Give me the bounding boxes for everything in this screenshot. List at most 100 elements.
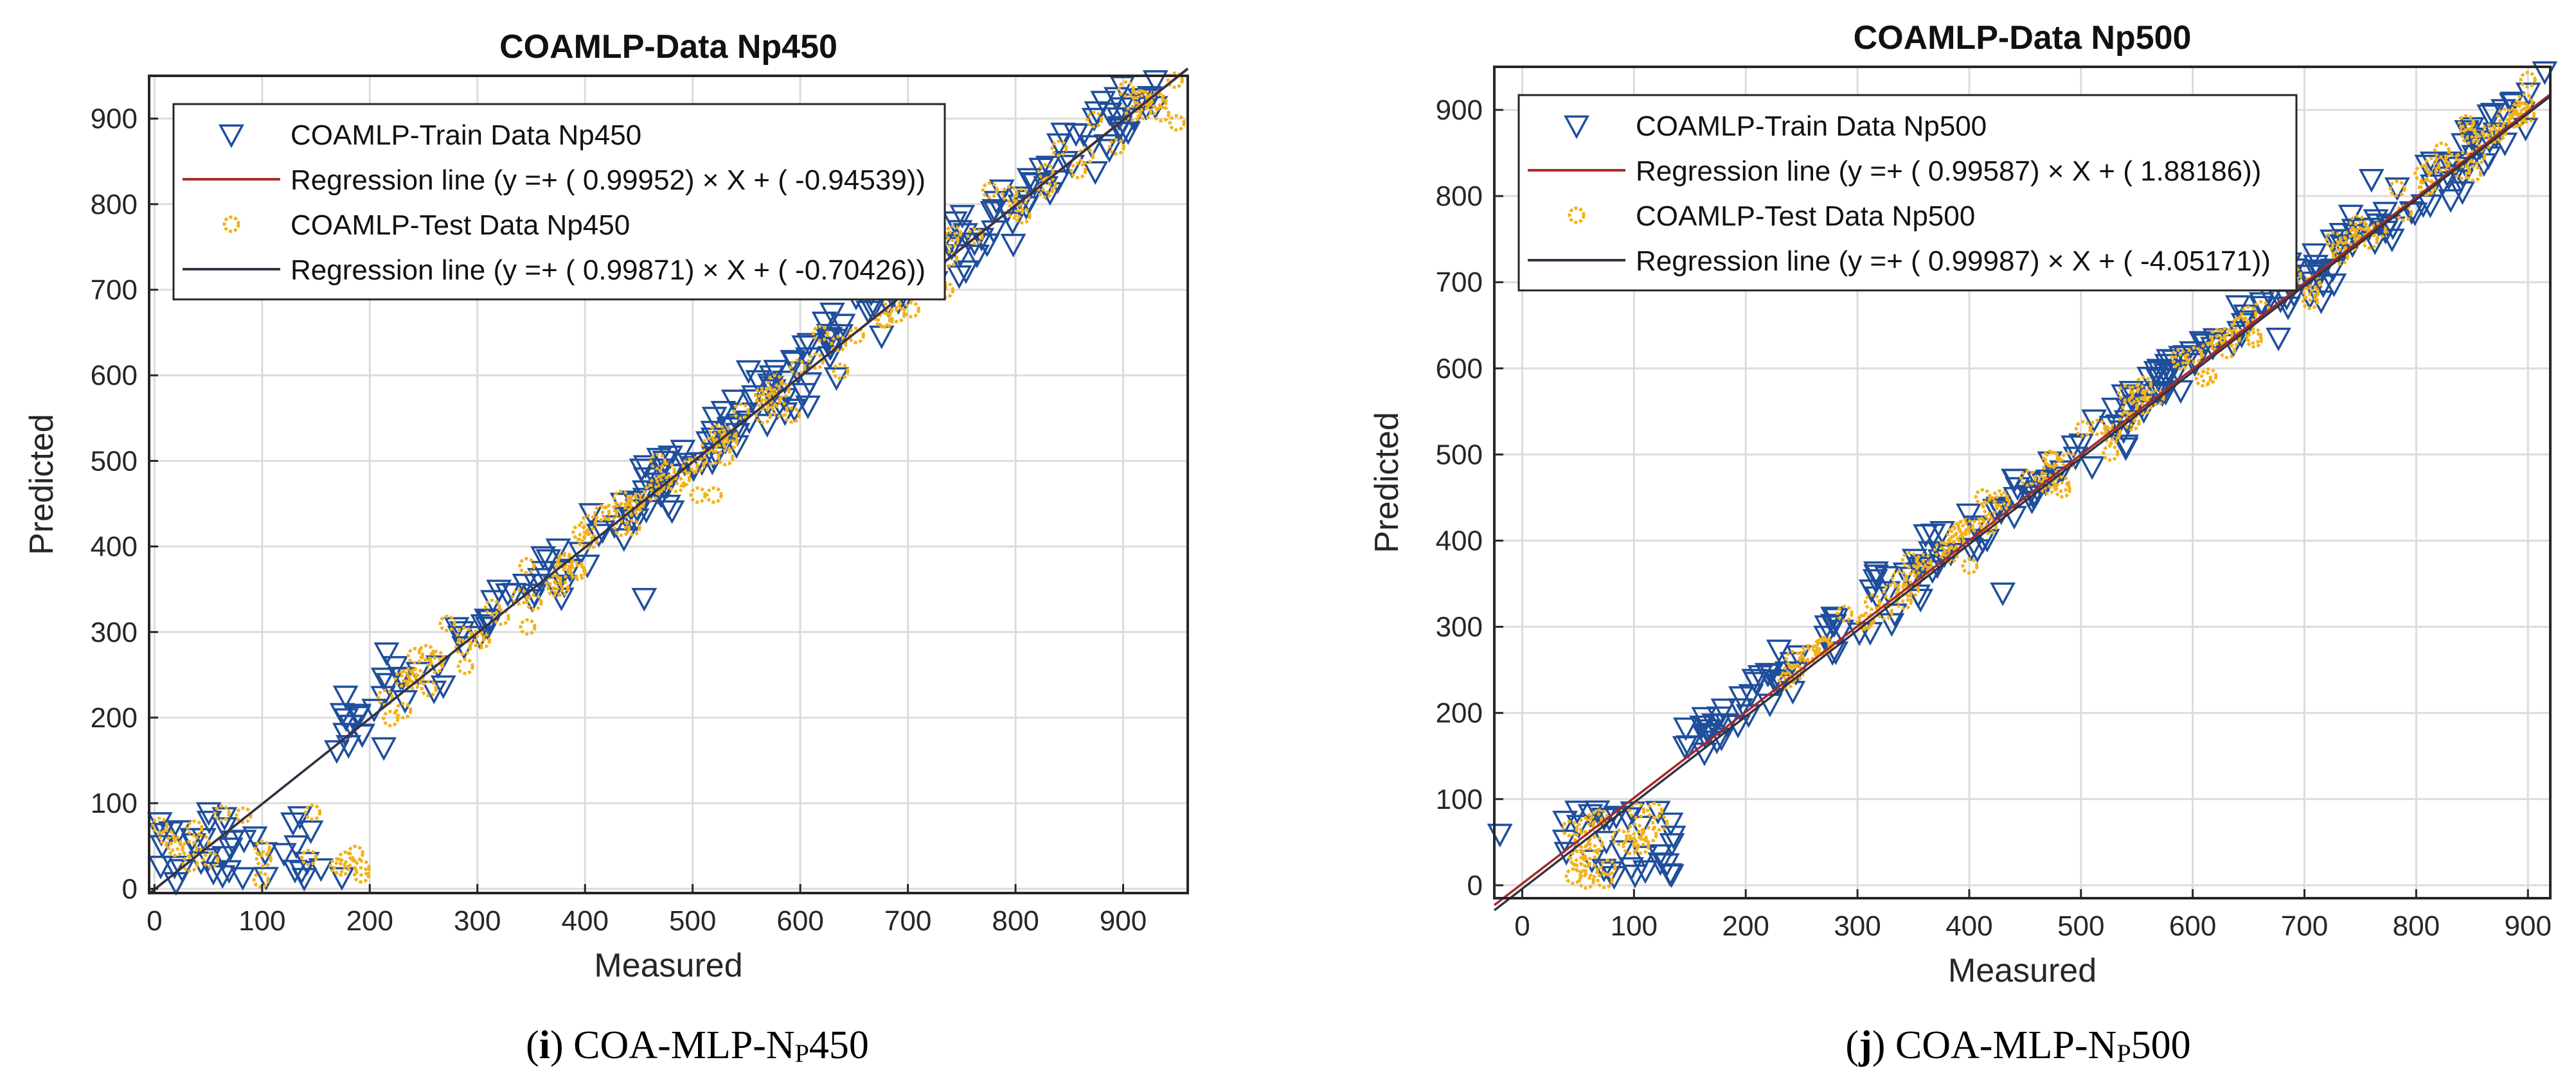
test-point xyxy=(1168,114,1186,132)
train-point xyxy=(1071,123,1096,147)
legend: COAMLP-Train Data Np500 Regression line (… xyxy=(1517,94,2298,292)
chart-title: COAMLP-Data Np500 xyxy=(1854,19,2192,57)
train-point xyxy=(242,826,268,851)
test-point xyxy=(2245,331,2263,349)
test-point xyxy=(1640,826,1658,844)
train-point xyxy=(796,333,822,357)
train-point xyxy=(811,312,837,335)
legend-entry: Regression line (y =+ ( 0.99952) × X + (… xyxy=(291,164,926,196)
train-point xyxy=(289,861,315,885)
train-point xyxy=(2308,290,2334,314)
train-point xyxy=(2079,456,2106,481)
x-axis-label: Measured xyxy=(594,947,742,984)
train-point xyxy=(2449,181,2476,205)
y-axis-label: Predicted xyxy=(1368,412,1406,553)
train-point xyxy=(1657,863,1683,887)
test-point xyxy=(1564,867,1582,885)
train-point xyxy=(1864,586,1890,610)
train-point xyxy=(201,862,226,886)
train-point xyxy=(512,574,538,598)
train-point xyxy=(217,837,244,862)
train-point xyxy=(632,467,659,491)
test-point xyxy=(1961,557,1979,575)
test-point xyxy=(304,803,322,821)
test-point xyxy=(1950,522,1968,540)
train-point xyxy=(2363,209,2389,233)
x-tick-label: 0 xyxy=(1514,910,1530,942)
y-tick-label: 100 xyxy=(1436,784,1483,815)
test-point xyxy=(1890,569,1908,587)
test-point xyxy=(2147,389,2165,407)
train-point xyxy=(1738,684,1764,708)
test-point xyxy=(1901,551,1919,569)
test-point xyxy=(601,504,619,522)
test-point xyxy=(420,680,438,698)
test-point xyxy=(181,855,199,873)
y-tick-label: 500 xyxy=(91,445,138,477)
train-point xyxy=(1487,824,1513,847)
train-point xyxy=(2100,397,2127,421)
train-point xyxy=(631,480,657,504)
train-point xyxy=(1106,118,1132,143)
test-point xyxy=(1980,517,1998,535)
test-point xyxy=(981,181,999,199)
caption-np500: (j) COA-MLP-NP500 xyxy=(1845,1023,2191,1068)
y-axis-label: Predicted xyxy=(23,414,60,555)
test-point xyxy=(732,402,750,420)
train-point xyxy=(1142,70,1168,94)
train-point xyxy=(2081,409,2107,434)
legend-entry: COAMLP-Train Data Np500 xyxy=(1636,111,1987,142)
test-point xyxy=(2433,141,2451,159)
y-tick-label: 900 xyxy=(1436,94,1483,126)
train-point xyxy=(1920,524,1946,547)
test-point xyxy=(525,594,543,612)
test-point xyxy=(1599,858,1617,876)
legend-entry: COAMLP-Test Data Np450 xyxy=(291,209,630,241)
test-point xyxy=(783,406,801,424)
test-point xyxy=(876,311,894,329)
test-point xyxy=(701,437,719,455)
train-point xyxy=(2061,435,2087,459)
x-tick-label: 800 xyxy=(992,905,1039,937)
legend-entry: Regression line (y =+ ( 0.99587) × X + (… xyxy=(1636,155,2261,187)
test-point xyxy=(255,850,273,868)
test-point xyxy=(186,819,204,837)
legend-test-marker xyxy=(1568,206,1586,224)
train-point xyxy=(2372,202,2399,226)
train-point xyxy=(1566,815,1592,839)
train-point xyxy=(1115,121,1141,145)
train-point xyxy=(1858,579,1884,603)
train-point xyxy=(253,867,279,891)
test-point xyxy=(1933,541,1951,559)
test-point xyxy=(1974,488,1992,506)
train-point xyxy=(763,360,789,384)
train-point xyxy=(1758,662,1784,687)
train-point xyxy=(938,236,965,261)
train-point xyxy=(2164,359,2190,384)
train-point xyxy=(530,546,557,571)
train-point xyxy=(1658,812,1684,837)
test-point xyxy=(393,670,411,688)
test-point xyxy=(1632,837,1650,855)
test-point xyxy=(1596,871,1614,889)
test-point xyxy=(518,557,536,575)
train-point xyxy=(964,244,990,269)
test-point xyxy=(681,457,699,475)
legend: COAMLP-Train Data Np450 Regression line (… xyxy=(172,103,946,301)
train-point xyxy=(545,538,571,562)
train-point xyxy=(2321,273,2347,297)
train-point xyxy=(2402,202,2428,227)
test-point xyxy=(438,614,456,632)
train-point xyxy=(324,740,350,764)
train-point xyxy=(1552,829,1578,854)
train-point xyxy=(271,843,297,867)
y-tick-label: 700 xyxy=(91,274,138,306)
train-point xyxy=(953,260,979,285)
train-point xyxy=(474,608,499,633)
test-point xyxy=(593,504,611,522)
train-point xyxy=(1632,860,1658,884)
train-point xyxy=(447,626,473,650)
train-point xyxy=(1695,723,1722,747)
legend-train-marker xyxy=(219,124,244,148)
